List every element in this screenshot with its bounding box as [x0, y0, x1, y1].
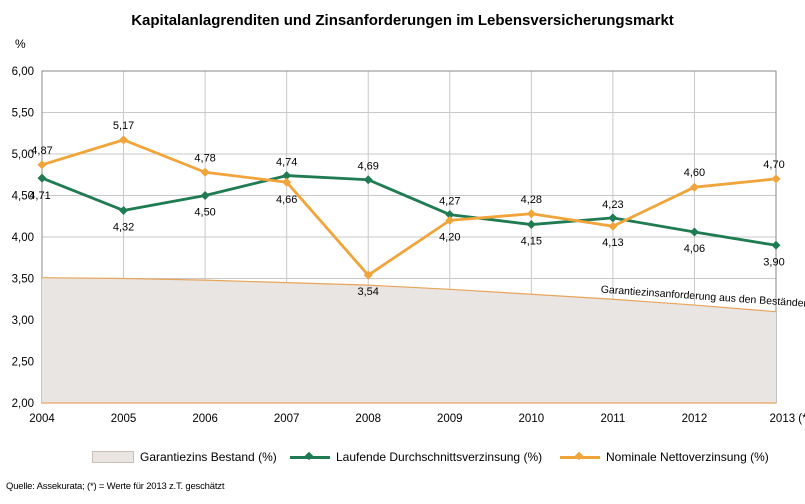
source-note: Quelle: Assekurata; (*) = Werte für 2013…: [6, 481, 225, 492]
data-label: 4,32: [113, 221, 134, 233]
legend-label: Garantiezins Bestand (%): [140, 450, 277, 464]
data-point-marker: [119, 205, 129, 215]
data-point-marker: [689, 227, 699, 237]
legend-item-nettoverzinsung: Nominale Nettoverzinsung (%): [560, 450, 769, 464]
data-label: 4,27: [439, 196, 460, 208]
data-label: 4,06: [684, 243, 705, 255]
legend-item-durchschnittsverzinsung: Laufende Durchschnittsverzinsung (%): [290, 450, 542, 464]
y-tick-label: 3,50: [12, 274, 34, 286]
legend-label: Nominale Nettoverzinsung (%): [606, 450, 769, 464]
series-line-1: [41, 174, 777, 247]
data-label: 3,54: [358, 286, 379, 298]
y-tick-label: 4,00: [12, 232, 34, 244]
x-tick-label: 2007: [274, 413, 300, 425]
legend: Garantiezins Bestand (%) Laufende Durchs…: [0, 450, 805, 468]
data-point-marker: [119, 135, 129, 145]
data-point-marker: [608, 213, 618, 223]
x-tick-label: 2004: [29, 413, 55, 425]
data-label: 3,90: [763, 256, 784, 268]
data-label: 4,71: [29, 190, 50, 202]
legend-swatch-area: [92, 451, 134, 463]
data-point-marker: [200, 167, 210, 177]
data-point-marker: [363, 270, 373, 280]
data-label: 4,28: [521, 194, 542, 206]
x-tick-label: 2013 (*): [770, 413, 805, 425]
data-point-marker: [445, 215, 455, 225]
legend-swatch-orange: [560, 451, 600, 462]
area-garantiezins: [42, 277, 776, 403]
data-label: 4,60: [684, 167, 705, 179]
y-tick-label: 4,50: [12, 191, 34, 203]
data-point-marker: [445, 210, 455, 220]
data-point-marker: [526, 220, 536, 230]
x-tick-label: 2011: [601, 413, 626, 425]
data-label: 4,50: [194, 207, 215, 219]
data-point-marker: [200, 191, 210, 200]
legend-item-garantiezins: Garantiezins Bestand (%): [92, 450, 277, 464]
data-label: 4,78: [194, 152, 215, 164]
data-point-marker: [771, 240, 781, 250]
y-tick-label: 5,50: [12, 108, 34, 120]
series-line-2: [41, 138, 777, 277]
y-tick-label: 2,00: [12, 398, 34, 410]
data-point-marker: [526, 209, 536, 219]
x-tick-label: 2008: [355, 413, 381, 425]
data-label: 5,17: [113, 120, 134, 132]
data-label: 4,69: [358, 161, 379, 173]
area-garantiezins-outline: [41, 277, 777, 313]
data-point-marker: [608, 221, 618, 231]
data-label: 4,74: [276, 157, 297, 169]
legend-swatch-green: [290, 451, 330, 462]
y-axis-unit: %: [15, 37, 26, 51]
y-tick-label: 3,00: [12, 315, 34, 327]
data-point-marker: [282, 177, 292, 187]
data-point-marker: [37, 160, 47, 170]
data-point-marker: [363, 175, 373, 185]
data-point-marker: [771, 174, 781, 184]
x-tick-label: 2012: [682, 413, 708, 425]
y-tick-label: 6,00: [12, 66, 34, 78]
data-label: 4,13: [602, 237, 623, 249]
x-tick-label: 2006: [192, 413, 218, 425]
data-label: 4,15: [521, 236, 542, 248]
chart-title: Kapitalanlagrenditen und Zinsanforderung…: [131, 12, 674, 29]
data-label: 4,70: [763, 159, 784, 171]
y-tick-label: 5,00: [12, 149, 34, 161]
data-point-marker: [37, 173, 47, 183]
data-label: 4,87: [31, 145, 52, 157]
legend-label: Laufende Durchschnittsverzinsung (%): [336, 450, 543, 464]
x-tick-label: 2005: [111, 413, 137, 425]
y-tick-label: 2,50: [12, 357, 34, 369]
data-label: 4,20: [439, 231, 460, 243]
x-tick-label: 2009: [437, 413, 463, 425]
data-point-marker: [282, 171, 292, 181]
data-label: 4,66: [276, 194, 297, 206]
data-point-marker: [689, 182, 699, 192]
x-tick-label: 2010: [519, 413, 545, 425]
data-label: 4,23: [602, 199, 623, 211]
